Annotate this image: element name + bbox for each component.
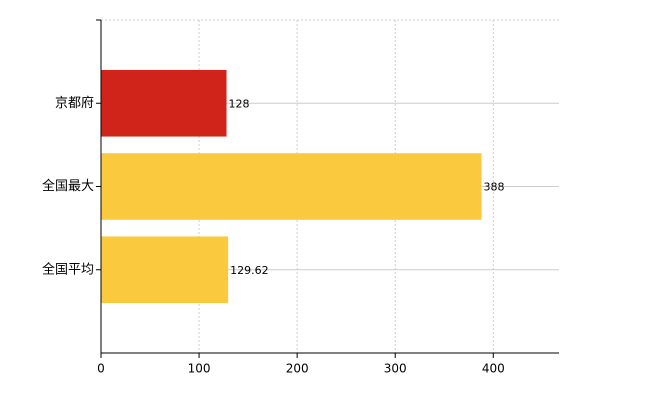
x-tick-label: 400 xyxy=(482,362,505,376)
y-tick-label: 全国最大 xyxy=(42,178,94,194)
value-label: 129.62 xyxy=(230,264,268,277)
x-tick-label: 200 xyxy=(286,362,309,376)
x-tick-label: 300 xyxy=(384,362,407,376)
x-tick-label: 0 xyxy=(97,362,105,376)
bar xyxy=(101,153,482,220)
x-tick-label: 100 xyxy=(188,362,211,376)
y-tick-label: 全国平均 xyxy=(42,261,94,277)
bar xyxy=(101,236,229,304)
bar xyxy=(101,69,227,137)
value-label: 388 xyxy=(484,181,505,194)
value-label: 128 xyxy=(229,97,250,110)
y-tick-label: 京都府 xyxy=(55,96,94,111)
